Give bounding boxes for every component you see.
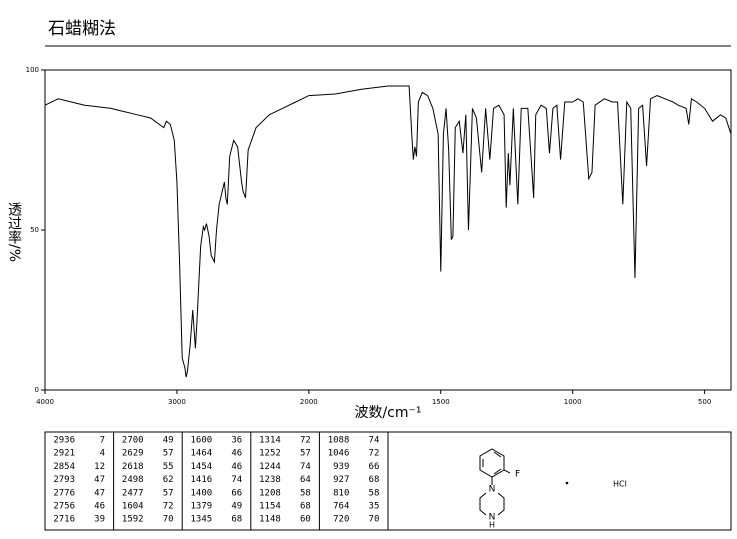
structure-label: H bbox=[489, 521, 495, 530]
chart-title: 石蜡糊法 bbox=[48, 19, 116, 39]
peak-wavenumber: 2477 bbox=[122, 488, 144, 498]
peak-transmittance: 66 bbox=[369, 462, 380, 472]
peak-transmittance: 57 bbox=[163, 449, 174, 459]
peak-wavenumber: 2629 bbox=[122, 449, 144, 459]
x-tick-label: 1500 bbox=[432, 398, 450, 406]
peak-transmittance: 68 bbox=[300, 502, 311, 512]
peak-transmittance: 74 bbox=[369, 436, 380, 446]
peak-wavenumber: 1238 bbox=[259, 475, 281, 485]
x-tick-label: 500 bbox=[698, 398, 711, 406]
bond bbox=[493, 468, 502, 475]
peak-transmittance: 46 bbox=[94, 502, 105, 512]
peak-transmittance: 57 bbox=[300, 449, 311, 459]
x-tick-label: 4000 bbox=[36, 398, 54, 406]
peak-transmittance: 36 bbox=[231, 436, 242, 446]
peak-transmittance: 58 bbox=[300, 488, 311, 498]
peak-transmittance: 46 bbox=[231, 449, 242, 459]
peak-transmittance: 49 bbox=[231, 502, 242, 512]
peak-wavenumber: 2716 bbox=[53, 515, 75, 525]
peak-transmittance: 7 bbox=[100, 436, 105, 446]
bond bbox=[479, 492, 487, 516]
x-tick-label: 2000 bbox=[300, 398, 318, 406]
y-tick-label: 100 bbox=[26, 66, 39, 74]
y-axis-label: 透过率/% bbox=[6, 202, 22, 262]
peak-transmittance: 4 bbox=[100, 449, 105, 459]
peak-transmittance: 35 bbox=[369, 502, 380, 512]
peak-wavenumber: 1314 bbox=[259, 436, 281, 446]
peak-transmittance: 60 bbox=[300, 515, 311, 525]
bond bbox=[503, 469, 511, 474]
benzene-ring bbox=[479, 448, 505, 478]
peak-wavenumber: 1454 bbox=[191, 462, 213, 472]
peak-transmittance: 66 bbox=[231, 488, 242, 498]
peak-wavenumber: 1148 bbox=[259, 515, 281, 525]
x-tick-label: 1000 bbox=[564, 398, 582, 406]
x-tick-label: 3000 bbox=[168, 398, 186, 406]
structure bbox=[479, 448, 569, 516]
peak-wavenumber: 1244 bbox=[259, 462, 281, 472]
bond bbox=[497, 492, 505, 516]
peak-transmittance: 72 bbox=[163, 502, 174, 512]
peak-wavenumber: 1208 bbox=[259, 488, 281, 498]
peak-transmittance: 68 bbox=[231, 515, 242, 525]
peak-wavenumber: 1379 bbox=[191, 502, 213, 512]
peak-transmittance: 64 bbox=[300, 475, 311, 485]
bond bbox=[493, 451, 502, 458]
peak-transmittance: 46 bbox=[231, 462, 242, 472]
peak-wavenumber: 1252 bbox=[259, 449, 281, 459]
peak-transmittance: 12 bbox=[94, 462, 105, 472]
salt-dot bbox=[565, 481, 569, 485]
peak-wavenumber: 2776 bbox=[53, 488, 75, 498]
peak-wavenumber: 939 bbox=[333, 462, 349, 472]
peak-transmittance: 70 bbox=[163, 515, 174, 525]
peak-transmittance: 62 bbox=[163, 475, 174, 485]
plot-frame bbox=[44, 69, 732, 391]
peak-wavenumber: 1464 bbox=[191, 449, 213, 459]
y-tick-label: 0 bbox=[35, 386, 39, 394]
structure-label: HCl bbox=[613, 480, 627, 489]
peak-wavenumber: 1604 bbox=[122, 502, 144, 512]
peak-wavenumber: 1416 bbox=[191, 475, 213, 485]
peak-wavenumber: 1345 bbox=[191, 515, 213, 525]
peak-wavenumber: 810 bbox=[333, 488, 349, 498]
peak-wavenumber: 2854 bbox=[53, 462, 75, 472]
peak-wavenumber: 2936 bbox=[53, 436, 75, 446]
peak-transmittance: 47 bbox=[94, 475, 105, 485]
peak-transmittance: 72 bbox=[369, 449, 380, 459]
peak-wavenumber: 720 bbox=[333, 515, 349, 525]
peak-wavenumber: 1400 bbox=[191, 488, 213, 498]
peak-transmittance: 74 bbox=[231, 475, 242, 485]
peak-transmittance: 68 bbox=[369, 475, 380, 485]
peak-wavenumber: 1600 bbox=[191, 436, 213, 446]
peak-wavenumber: 927 bbox=[333, 475, 349, 485]
peak-wavenumber: 2618 bbox=[122, 462, 144, 472]
peak-wavenumber: 1046 bbox=[328, 449, 350, 459]
peak-wavenumber: 1592 bbox=[122, 515, 144, 525]
peak-transmittance: 47 bbox=[94, 488, 105, 498]
peak-wavenumber: 2756 bbox=[53, 502, 75, 512]
y-tick-label: 50 bbox=[30, 226, 39, 234]
peak-wavenumber: 1088 bbox=[328, 436, 350, 446]
peak-transmittance: 58 bbox=[369, 488, 380, 498]
peak-transmittance: 39 bbox=[94, 515, 105, 525]
peak-transmittance: 49 bbox=[163, 436, 174, 446]
peak-transmittance: 74 bbox=[300, 462, 311, 472]
peak-transmittance: 57 bbox=[163, 488, 174, 498]
structure-label: N bbox=[489, 485, 496, 495]
structure-label: F bbox=[515, 470, 520, 480]
peak-wavenumber: 2793 bbox=[53, 475, 75, 485]
structure-label: N bbox=[489, 513, 496, 523]
peak-wavenumber: 2921 bbox=[53, 449, 75, 459]
peak-wavenumber: 2700 bbox=[122, 436, 144, 446]
spectrum-line bbox=[44, 85, 732, 378]
x-axis-label: 波数/cm⁻¹ bbox=[354, 405, 421, 421]
peak-wavenumber: 764 bbox=[333, 502, 349, 512]
peak-transmittance: 55 bbox=[163, 462, 174, 472]
peak-wavenumber: 1154 bbox=[259, 502, 281, 512]
peak-wavenumber: 2498 bbox=[122, 475, 144, 485]
peak-transmittance: 72 bbox=[300, 436, 311, 446]
peak-transmittance: 70 bbox=[369, 515, 380, 525]
